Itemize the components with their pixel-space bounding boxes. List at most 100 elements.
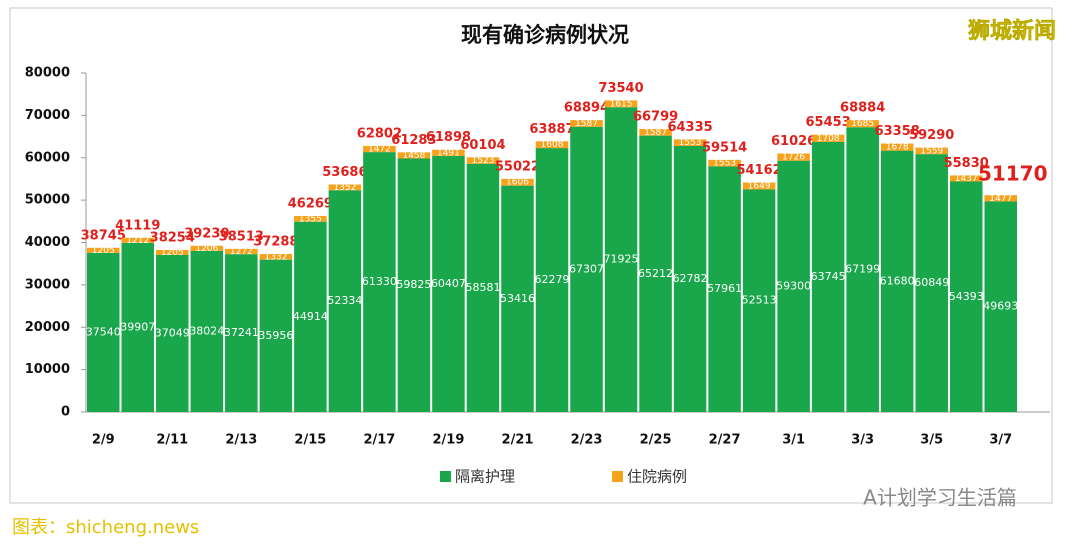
y-tick-label: 60000 (25, 150, 70, 165)
value-label: 53416 (500, 292, 535, 305)
value-label: 1615 (610, 99, 633, 109)
value-label: 1352 (333, 183, 356, 193)
total-label: 51170 (978, 162, 1048, 186)
value-label: 1472 (368, 144, 391, 154)
bar-segment (742, 182, 776, 190)
y-tick-label: 40000 (25, 235, 70, 250)
total-label: 62802 (357, 126, 402, 141)
value-label: 37540 (86, 325, 121, 338)
bar-segment (811, 141, 845, 413)
bar-segment (708, 159, 741, 167)
bar-segment (121, 237, 155, 243)
value-label: 1587 (575, 119, 598, 129)
value-label: 1205 (161, 248, 184, 258)
bar-segment (156, 249, 189, 256)
bar-segment (87, 247, 120, 253)
value-label: 63745 (811, 270, 846, 283)
bar-segment (949, 181, 983, 412)
bar-segment (535, 148, 569, 412)
bar-segment (880, 150, 914, 413)
value-label: 38024 (189, 324, 224, 337)
legend-label: 隔离护理 (455, 468, 515, 486)
value-label: 52334 (327, 294, 362, 307)
bar-segment (294, 215, 327, 222)
value-label: 61680 (880, 274, 915, 287)
bar-segment (328, 190, 362, 412)
bar-segment (984, 195, 1017, 202)
value-label: 65212 (638, 267, 673, 280)
value-label: 1205 (92, 246, 115, 256)
bar-segment (742, 189, 776, 412)
bar-segment (156, 255, 189, 412)
total-label: 55022 (495, 159, 540, 174)
total-label: 39230 (184, 226, 229, 241)
value-label: 35956 (258, 329, 293, 342)
x-tick-label: 2/21 (502, 433, 534, 448)
bar-segment (570, 126, 603, 412)
bar-segment (535, 141, 569, 149)
y-tick-label: 80000 (25, 66, 70, 81)
value-label: 1332 (264, 252, 287, 262)
total-label: 41119 (115, 218, 160, 233)
total-label: 65453 (806, 115, 851, 130)
x-tick-label: 2/11 (156, 433, 188, 448)
value-label: 1553 (713, 159, 736, 169)
bar-segment (190, 250, 224, 412)
chart-title: 现有确诊病例状况 (461, 23, 629, 47)
value-label: 1437 (955, 174, 978, 184)
total-label: 38745 (81, 228, 126, 243)
watermark: 狮城新闻 (968, 18, 1056, 44)
bar-segment (949, 175, 983, 182)
value-label: 71925 (604, 253, 639, 266)
bar-segment (915, 147, 948, 155)
bar-segment (397, 152, 431, 159)
x-tick-label: 2/15 (294, 433, 326, 448)
total-label: 64335 (667, 120, 712, 135)
x-tick-label: 2/13 (225, 433, 257, 448)
bar-segment (225, 254, 258, 412)
value-label: 1678 (886, 143, 909, 153)
value-label: 1587 (644, 128, 667, 138)
value-label: 39907 (120, 320, 155, 333)
bar-segment (708, 166, 741, 412)
total-label: 54162 (736, 163, 781, 178)
total-label: 63358 (875, 124, 920, 139)
value-label: 54393 (949, 290, 984, 303)
value-label: 1272 (230, 247, 253, 257)
bar-segment (673, 139, 707, 146)
value-label: 1685 (851, 119, 874, 129)
value-label: 59300 (776, 279, 811, 292)
bar-segment (190, 245, 224, 251)
legend-swatch (440, 471, 451, 482)
bar-segment (363, 145, 396, 153)
bar-segment (466, 157, 500, 164)
bar-segment (777, 153, 810, 161)
x-tick-label: 3/5 (920, 433, 943, 448)
value-label: 49693 (983, 300, 1018, 313)
value-label: 1491 (437, 148, 460, 158)
value-label: 1212 (126, 236, 149, 246)
bar-segment (501, 178, 534, 186)
bar-segment (259, 253, 293, 260)
bar-segment (811, 134, 845, 142)
value-label: 57961 (707, 282, 742, 295)
value-label: 67199 (845, 263, 880, 276)
y-tick-label: 10000 (25, 362, 70, 377)
total-label: 66799 (633, 109, 678, 124)
total-label: 61026 (771, 134, 816, 149)
x-tick-label: 2/23 (571, 433, 603, 448)
total-label: 61898 (426, 130, 471, 145)
bar-segment (259, 259, 293, 412)
value-label: 60849 (914, 276, 949, 289)
bar-segment (639, 135, 672, 412)
total-label: 68884 (840, 101, 885, 116)
legend-swatch (612, 471, 623, 482)
bar-segment (397, 158, 431, 412)
watermark: 图表：shicheng.news (12, 517, 199, 538)
y-tick-label: 0 (61, 405, 70, 420)
bar-segment (432, 156, 465, 412)
value-label: 44914 (293, 310, 328, 323)
total-label: 38254 (150, 230, 195, 245)
x-tick-label: 3/7 (989, 433, 1012, 448)
